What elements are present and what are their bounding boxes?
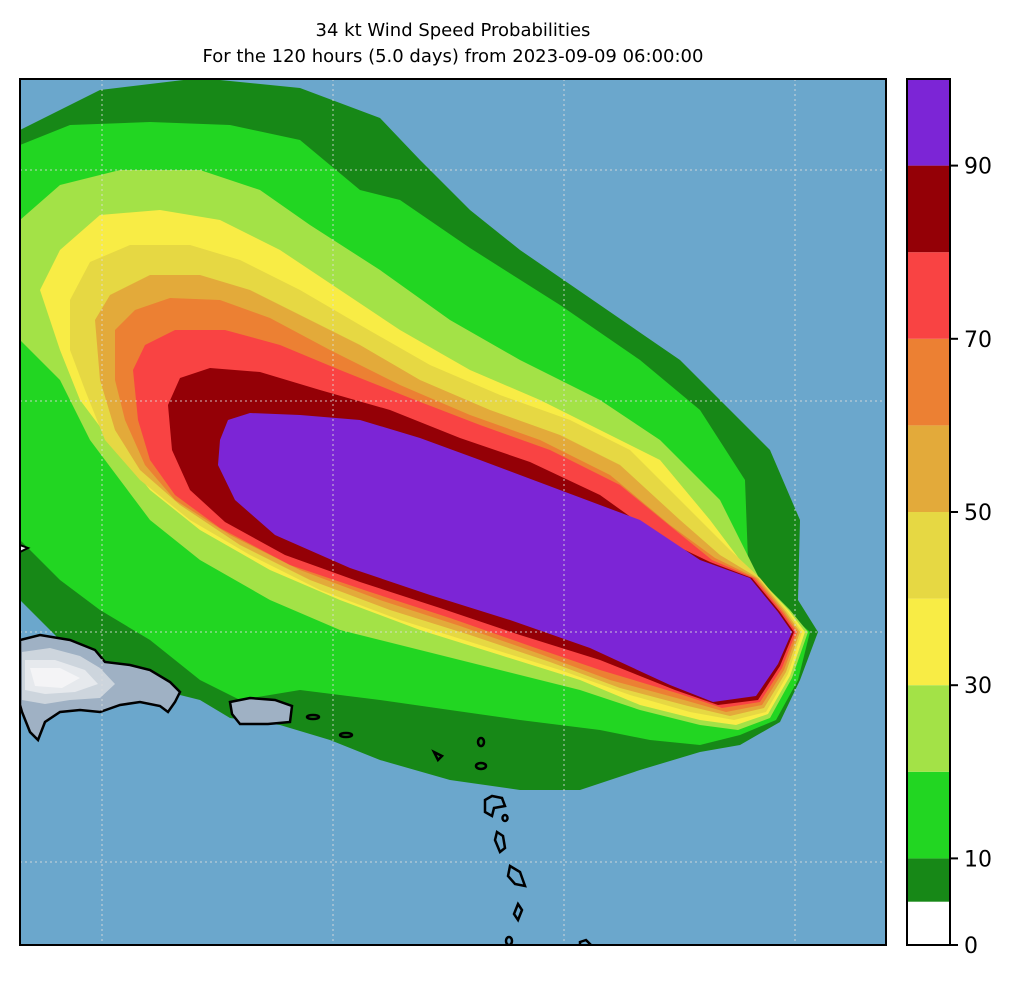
map-subtitle: For the 120 hours (5.0 days) from 2023-0…	[202, 46, 704, 67]
probability-band-90	[218, 413, 792, 702]
colorbar-tick-label: 0	[964, 934, 978, 959]
landmass-hispaniola	[20, 633, 182, 743]
coastline-fragment	[20, 543, 31, 554]
map-frame	[19, 78, 887, 946]
colorbar-band	[907, 79, 950, 166]
colorbar-band	[907, 165, 950, 253]
colorbar-band	[907, 338, 950, 426]
map-gridlines	[20, 79, 886, 945]
colorbar-band	[907, 512, 950, 599]
colorbar-tick-label: 30	[964, 674, 992, 699]
landmass-puerto-rico	[228, 696, 294, 726]
colorbar-band	[907, 598, 950, 686]
colorbar-band	[907, 901, 950, 945]
colorbar-tick-label: 70	[964, 328, 992, 353]
colorbar-band	[907, 858, 950, 902]
map-title: 34 kt Wind Speed Probabilities	[315, 20, 591, 41]
colorbar-band	[907, 771, 950, 859]
colorbar-tick-label: 10	[964, 847, 992, 872]
lesser-antilles-islands	[305, 713, 593, 945]
colorbar-ticks: 0 10 30 50 70 90	[950, 155, 992, 959]
colorbar-tick-label: 50	[964, 501, 992, 526]
colorbar	[907, 79, 950, 945]
colorbar-tick-label: 90	[964, 155, 992, 180]
colorbar-band	[907, 252, 950, 339]
colorbar-band	[907, 685, 950, 772]
colorbar-band	[907, 425, 950, 512]
map-area	[20, 79, 886, 945]
colorbar-frame	[906, 78, 951, 946]
